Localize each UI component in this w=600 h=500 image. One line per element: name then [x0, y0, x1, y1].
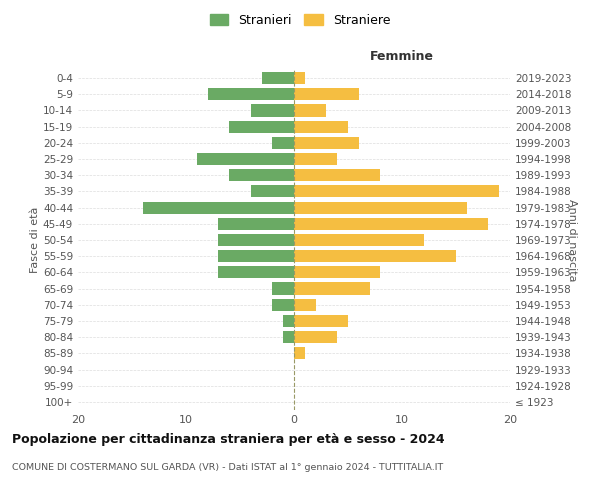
- Bar: [218, 250, 294, 262]
- Bar: [294, 218, 488, 230]
- Bar: [294, 120, 348, 132]
- Bar: [294, 169, 380, 181]
- Bar: [272, 137, 294, 149]
- Bar: [143, 202, 294, 213]
- Bar: [294, 250, 456, 262]
- Text: COMUNE DI COSTERMANO SUL GARDA (VR) - Dati ISTAT al 1° gennaio 2024 - TUTTITALIA: COMUNE DI COSTERMANO SUL GARDA (VR) - Da…: [12, 462, 443, 471]
- Bar: [229, 120, 294, 132]
- Bar: [294, 315, 348, 327]
- Bar: [294, 137, 359, 149]
- Bar: [251, 104, 294, 117]
- Bar: [262, 72, 294, 84]
- Bar: [283, 331, 294, 343]
- Bar: [294, 348, 305, 360]
- Bar: [294, 331, 337, 343]
- Text: Popolazione per cittadinanza straniera per età e sesso - 2024: Popolazione per cittadinanza straniera p…: [12, 432, 445, 446]
- Bar: [294, 234, 424, 246]
- Bar: [218, 234, 294, 246]
- Bar: [283, 315, 294, 327]
- Bar: [294, 266, 380, 278]
- Y-axis label: Fasce di età: Fasce di età: [30, 207, 40, 273]
- Bar: [272, 282, 294, 294]
- Bar: [208, 88, 294, 101]
- Bar: [294, 202, 467, 213]
- Bar: [218, 266, 294, 278]
- Bar: [294, 282, 370, 294]
- Bar: [294, 104, 326, 117]
- Bar: [218, 218, 294, 230]
- Bar: [294, 186, 499, 198]
- Bar: [294, 153, 337, 165]
- Bar: [229, 169, 294, 181]
- Bar: [251, 186, 294, 198]
- Bar: [294, 72, 305, 84]
- Legend: Stranieri, Straniere: Stranieri, Straniere: [205, 8, 395, 32]
- Bar: [272, 298, 294, 311]
- Text: Femmine: Femmine: [370, 50, 434, 63]
- Bar: [294, 88, 359, 101]
- Y-axis label: Anni di nascita: Anni di nascita: [567, 198, 577, 281]
- Bar: [197, 153, 294, 165]
- Bar: [294, 298, 316, 311]
